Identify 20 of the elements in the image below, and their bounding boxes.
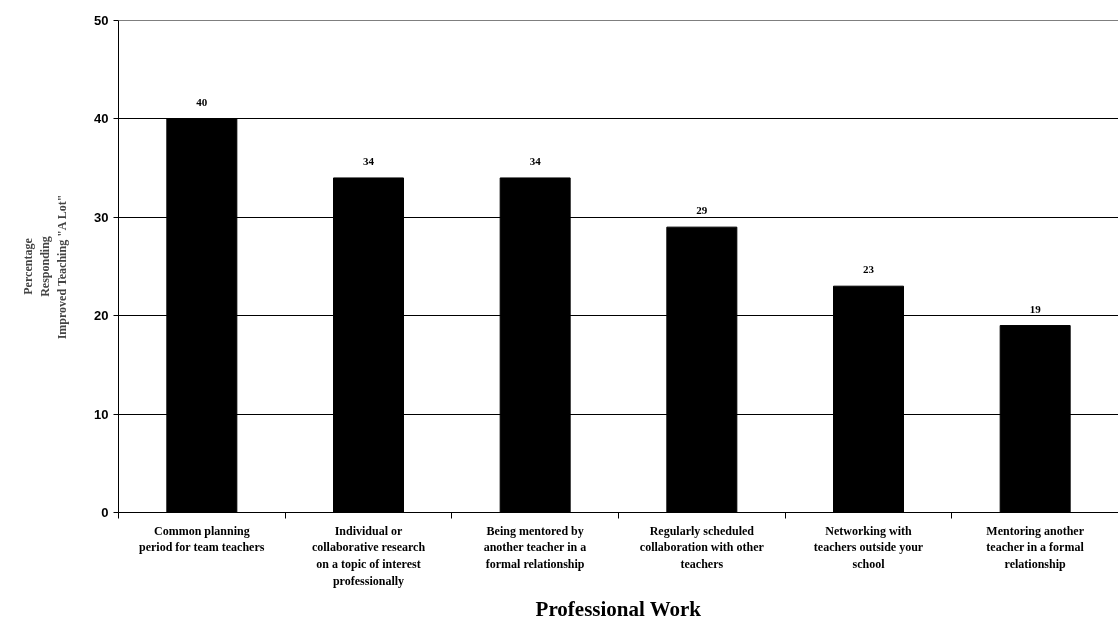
x-tick-label: Common planning period for team teachers	[139, 523, 265, 555]
y-tick-label: 40	[94, 111, 109, 127]
x-tick-label: Individual or collaborative research on a topic of interest professionally	[311, 523, 426, 588]
data-label: 19	[1029, 302, 1042, 315]
y-tick-label: 30	[94, 209, 109, 225]
y-tick-label: 0	[101, 505, 109, 520]
y-tick-label: 20	[94, 308, 109, 324]
data-label: 34	[363, 154, 375, 167]
y-tick-label: 50	[94, 13, 109, 28]
x-tick-label: Regularly scheduled collaboration with other teachers	[639, 523, 765, 572]
x-axis-title: Professional Work	[535, 596, 702, 621]
data-label: 34	[529, 154, 542, 167]
data-label: 23	[863, 263, 875, 276]
x-tick-label: Mentoring another teacher in a formal relationship	[986, 523, 1085, 572]
data-label: 29	[696, 204, 708, 217]
y-axis-title: Percentage Responding Improved Teaching "A Lot"	[21, 194, 70, 340]
x-tick-label: Being mentored by another teacher in a formal relationship	[483, 523, 587, 572]
x-tick-label: Networking with teachers outside your school	[813, 523, 924, 572]
y-tick-label: 10	[94, 406, 109, 422]
data-label: 40	[196, 95, 208, 108]
